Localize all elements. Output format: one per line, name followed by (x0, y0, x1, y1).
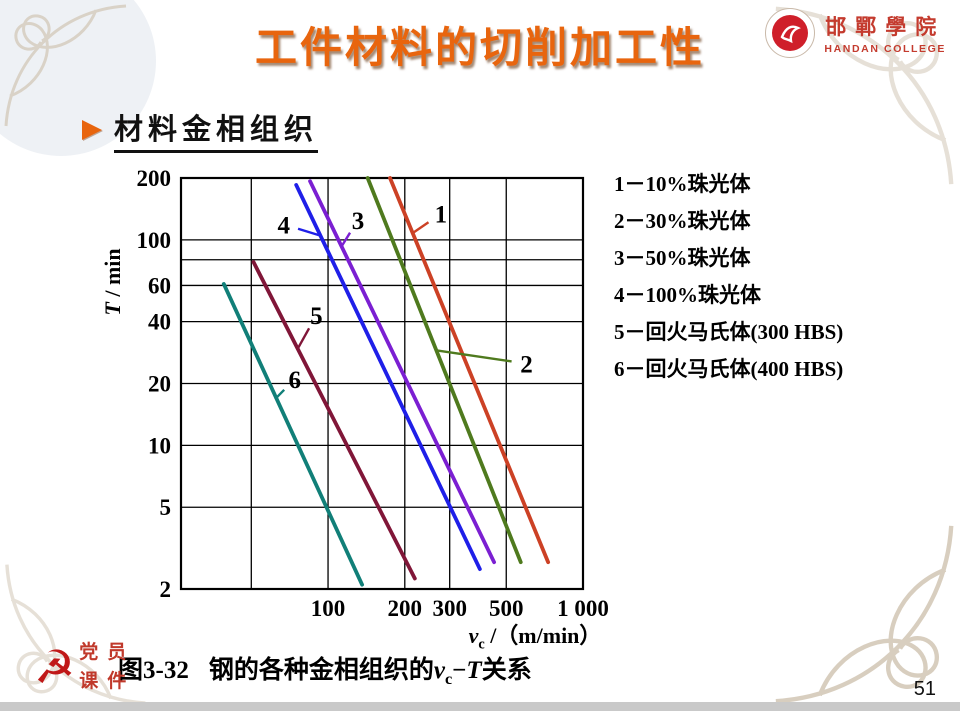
y-tick-label: 20 (148, 372, 171, 397)
x-axis-title: vc /（m/min） (468, 623, 602, 653)
series-line-6 (221, 282, 364, 587)
y-tick-label: 200 (137, 166, 172, 191)
series-line-1 (388, 176, 551, 565)
series-line-4 (294, 183, 482, 571)
y-tick-label: 10 (148, 433, 171, 458)
x-axis-var: v (468, 623, 479, 648)
college-seal-icon (765, 8, 816, 58)
legend-item: 3－50%珠光体 (614, 246, 751, 270)
college-logo: 邯鄲學院 HANDAN COLLEGE (765, 8, 946, 58)
annotation-label-4: 4 (277, 212, 290, 239)
college-name-cn: 邯鄲學院 (825, 15, 946, 39)
annotation-label-1: 1 (435, 202, 448, 229)
legend-item: 5－回火马氏体(300 HBS) (614, 320, 844, 344)
plot-border (179, 176, 585, 591)
legend-item: 4－100%珠光体 (614, 283, 761, 307)
series-line-3 (308, 179, 496, 565)
annotation-leader-1 (412, 221, 430, 234)
y-tick-label: 2 (160, 577, 172, 602)
annotation-leader-2 (435, 349, 512, 363)
figure-caption: 图3-32 钢的各种金相组织的vc−T关系 (118, 657, 532, 688)
x-tick-label: 200 (388, 596, 423, 621)
annotation-label-2: 2 (520, 352, 533, 379)
y-tick-label: 40 (148, 310, 171, 335)
college-name-en: HANDAN COLLEGE (824, 43, 946, 55)
annotation-label-6: 6 (288, 367, 301, 394)
section-heading: 材料金相组织 (82, 106, 319, 153)
party-badge-line2: 课件 (79, 671, 136, 693)
annotation-leader-5 (296, 327, 311, 350)
section-heading-label: 材料金相组织 (114, 106, 319, 153)
bottom-bar (0, 702, 960, 711)
bullet-arrow-icon (82, 119, 102, 140)
y-tick-label: 5 (160, 495, 172, 520)
chart-legend: 1－10%珠光体 2－30%珠光体 3－50%珠光体 4－100%珠光体 5－回… (614, 172, 843, 394)
legend-item: 6－回火马氏体(400 HBS) (614, 357, 844, 381)
series-line-5 (251, 260, 417, 581)
annotation-leader-6 (274, 388, 286, 400)
annotation-label-5: 5 (310, 303, 323, 330)
page-number: 51 (913, 678, 936, 700)
party-badge-line1: 党员 (79, 642, 136, 663)
annotation-leader-4 (297, 227, 321, 237)
legend-item: 2－30%珠光体 (614, 209, 751, 233)
y-tick-label: 100 (137, 228, 172, 253)
legend-item: 1－10%珠光体 (614, 172, 751, 196)
series-line-2 (365, 176, 523, 565)
x-tick-label: 100 (311, 596, 346, 621)
y-axis-var: T (100, 302, 125, 316)
party-badge: ☭ 党员 课件 (34, 638, 135, 697)
y-axis-title: T / min (100, 248, 125, 316)
annotation-leader-3 (340, 232, 352, 247)
y-tick-label: 60 (148, 273, 171, 298)
page-title: 工件材料的切削加工性 (254, 24, 705, 71)
party-emblem-icon: ☭ (34, 641, 76, 693)
annotation-label-3: 3 (352, 208, 365, 235)
